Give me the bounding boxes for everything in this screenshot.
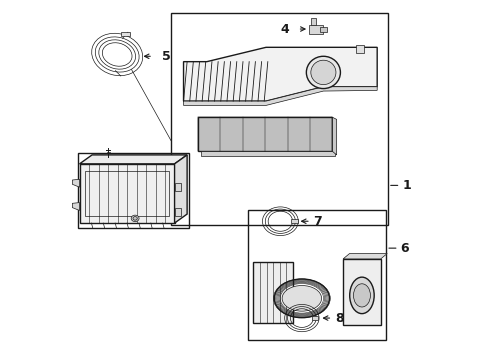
Polygon shape — [80, 155, 187, 164]
Bar — [253, 262, 292, 323]
Ellipse shape — [131, 215, 139, 222]
Polygon shape — [183, 87, 376, 105]
Polygon shape — [183, 47, 376, 101]
Polygon shape — [343, 253, 386, 259]
Bar — [247, 211, 386, 339]
Text: 2: 2 — [210, 80, 219, 93]
Bar — [174, 208, 181, 216]
Bar — [355, 45, 363, 53]
Ellipse shape — [282, 285, 321, 311]
Text: 5: 5 — [162, 50, 170, 63]
Text: 4: 4 — [280, 23, 289, 36]
Text: 6: 6 — [400, 242, 408, 255]
Text: 3: 3 — [206, 134, 215, 147]
Bar — [343, 259, 380, 325]
Polygon shape — [72, 203, 80, 211]
Bar — [174, 183, 181, 191]
Text: 7: 7 — [312, 215, 321, 228]
Polygon shape — [332, 117, 336, 155]
Bar — [85, 171, 169, 216]
Bar — [171, 13, 387, 225]
Bar — [201, 151, 335, 156]
Bar — [198, 117, 332, 151]
Polygon shape — [72, 179, 80, 187]
Ellipse shape — [349, 277, 373, 314]
Bar — [311, 316, 318, 320]
Bar — [308, 25, 322, 34]
Bar — [78, 153, 188, 228]
Ellipse shape — [310, 60, 335, 85]
Ellipse shape — [133, 217, 137, 220]
Ellipse shape — [306, 56, 340, 89]
Bar — [290, 219, 298, 224]
Polygon shape — [174, 155, 187, 223]
Text: 8: 8 — [334, 311, 343, 325]
Bar — [310, 18, 316, 25]
Bar — [121, 32, 129, 36]
Bar — [80, 164, 174, 223]
Text: 1: 1 — [402, 179, 410, 192]
Bar — [319, 27, 326, 32]
Ellipse shape — [353, 284, 369, 307]
